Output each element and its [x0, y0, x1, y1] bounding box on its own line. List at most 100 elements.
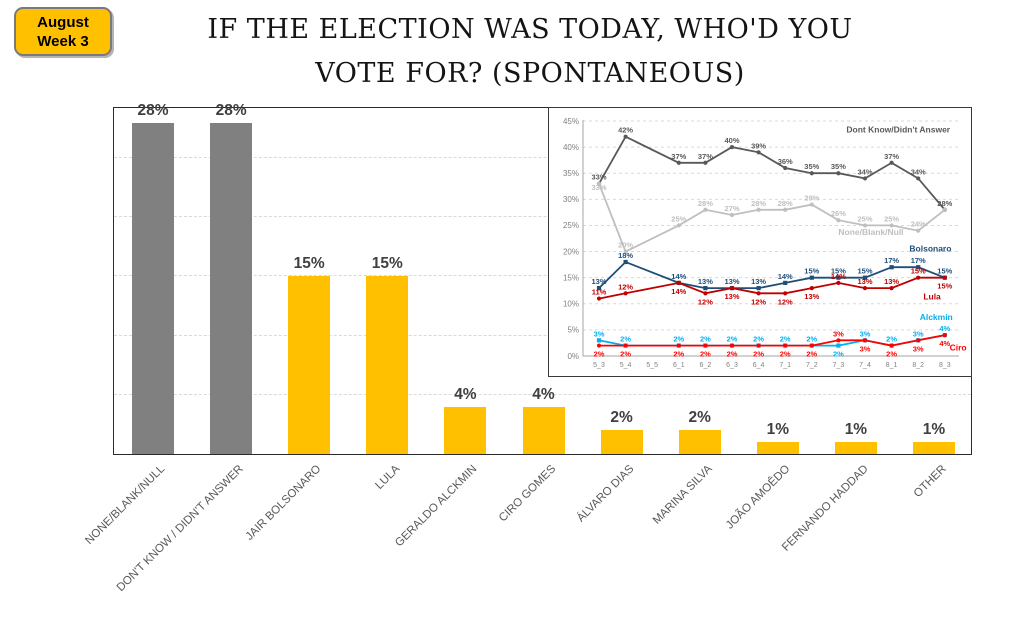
bar-category-label-don-t-know-didn-t-answer: DON'T KNOW / DIDN'T ANSWER [114, 463, 246, 595]
series-point-label-none-blank-null: 29% [804, 194, 819, 203]
series-label-lula: Lula [923, 292, 941, 302]
bar-don-t-know-didn-t-answer [210, 122, 253, 454]
series-point-label-bolsonaro: 15% [804, 267, 819, 276]
series-label-ciro: Ciro [950, 342, 967, 352]
bar-lula [366, 276, 409, 454]
series-point-none-blank-null [703, 207, 708, 212]
bar-value-label-ciro-gomes: 4% [532, 385, 555, 403]
series-point-label-none-blank-null: 28% [751, 199, 766, 208]
series-point-label-dont-know-didn-t-answer: 34% [857, 167, 872, 176]
series-point-dont-know-didn-t-answer [729, 145, 735, 150]
series-point-lula [916, 275, 921, 280]
series-point-label-bolsonaro: 13% [698, 277, 713, 286]
series-point-label-dont-know-didn-t-answer: 28% [937, 199, 952, 208]
series-point-none-blank-null [623, 249, 628, 254]
series-point-label-ciro: 3% [913, 344, 924, 353]
bar-category-label-marina-silva: MARINA SILVA [650, 463, 715, 527]
series-point-label-alckmin: 4% [939, 324, 950, 333]
bar-value-label-other: 1% [922, 421, 946, 439]
series-point-label-alckmin: 2% [780, 335, 791, 344]
series-point-ciro [916, 338, 921, 343]
bar-none-blank-null [132, 122, 174, 454]
series-point-ciro [676, 343, 681, 348]
series-point-ciro [809, 343, 814, 348]
series-point-bolsonaro [783, 280, 788, 285]
series-point-ciro [889, 343, 894, 348]
series-point-lula [862, 286, 868, 291]
series-point-label-bolsonaro: 15% [937, 267, 952, 276]
series-label-none-blank-null: None/Blank/Null [838, 227, 903, 237]
series-point-label-dont-know-didn-t-answer: 42% [618, 126, 633, 135]
series-point-none-blank-null [809, 202, 814, 207]
inset-ytick-0: 0% [567, 352, 579, 361]
page-title-line1: IF THE ELECTION WAS TODAY, WHO'D YOU [207, 14, 853, 45]
series-point-label-bolsonaro: 13% [591, 277, 606, 286]
series-point-lula [729, 286, 735, 291]
series-point-dont-know-didn-t-answer [676, 160, 681, 165]
series-point-label-none-blank-null: 25% [857, 214, 872, 223]
series-point-lula [809, 286, 814, 291]
series-point-label-lula: 13% [884, 277, 899, 286]
bar-category-label-other: OTHER [911, 463, 949, 500]
series-point-lula [596, 296, 602, 301]
bar-category-label-jair-bolsonaro: JAIR BOLSONARO [243, 463, 324, 543]
series-point-label-alckmin: 2% [700, 335, 711, 344]
series-point-ciro [783, 343, 788, 348]
inset-xtick-7_3: 7_3 [833, 362, 845, 369]
bar-fernando-haddad [834, 442, 877, 454]
series-point-dont-know-didn-t-answer [862, 176, 868, 181]
series-point-label-none-blank-null: 24% [911, 220, 926, 229]
series-point-label-lula: 12% [751, 297, 766, 306]
bar-category-label-ciro-gomes: CIRO GOMES [496, 463, 558, 525]
series-point-label-alckmin: 2% [753, 335, 764, 344]
series-point-label-none-blank-null: 25% [671, 214, 686, 223]
series-point-ciro [862, 338, 868, 343]
series-point-label-dont-know-didn-t-answer: 36% [778, 157, 793, 166]
bar-gridline-10 [114, 334, 971, 336]
series-point-label-ciro: 2% [753, 350, 764, 359]
bar-value-label-don-t-know-didn-t-answer: 28% [215, 101, 247, 119]
series-point-bolsonaro [916, 265, 921, 270]
trend-line-chart-svg: 0% 5% 10% 15% 20% 25% 30% 35% 40% 45% 5_3 5_4 5_5 6_1… [563, 117, 967, 369]
bar-gridline-5 [114, 393, 971, 395]
series-point-none-blank-null [942, 207, 947, 212]
inset-ytick-40: 40% [563, 143, 579, 152]
period-badge: August Week 3 [14, 7, 112, 56]
series-point-label-bolsonaro: 15% [857, 267, 872, 276]
series-point-label-lula: 11% [592, 288, 607, 297]
series-point-bolsonaro [756, 286, 761, 291]
series-point-bolsonaro [596, 286, 602, 291]
series-point-label-lula: 13% [857, 277, 872, 286]
page-title: IF THE ELECTION WAS TODAY, WHO'D YOU VOT… [105, 8, 955, 96]
series-point-none-blank-null [596, 181, 602, 186]
bar-alvaro-dias [600, 430, 643, 454]
series-point-label-lula: 15% [937, 282, 952, 291]
bar-value-label-joao-amoedo: 1% [766, 421, 789, 439]
bar-category-label-alvaro-dias: ÁLVARO DIAS [574, 463, 637, 525]
series-point-label-alckmin: 2% [806, 335, 817, 344]
series-point-label-bolsonaro: 18% [618, 251, 633, 260]
bar-category-label-lula: LULA [372, 463, 402, 492]
series-point-dont-know-didn-t-answer [916, 176, 921, 181]
series-point-label-bolsonaro: 14% [671, 272, 686, 281]
series-point-label-ciro: 2% [594, 350, 605, 359]
series-label-alckmin: Alckmin [920, 312, 953, 322]
bar-category-label-joao-amoedo: JOÃO AMOÊDO [723, 463, 793, 532]
inset-xtick-8_3: 8_3 [939, 362, 951, 369]
bar-category-label-geraldo-alckmin: GERALDO ALCKMIN [393, 463, 480, 550]
bar-value-label-lula: 15% [371, 255, 403, 273]
series-point-label-ciro: 2% [620, 350, 631, 359]
inset-ytick-35: 35% [563, 169, 579, 178]
series-point-ciro [729, 343, 735, 348]
series-label-bolsonaro: Bolsonaro [909, 244, 951, 254]
series-point-none-blank-null [783, 207, 788, 212]
inset-ytick-15: 15% [563, 273, 579, 282]
series-point-none-blank-null [916, 228, 921, 233]
series-point-label-alckmin: 3% [860, 329, 871, 338]
series-point-label-ciro: 2% [780, 350, 791, 359]
series-point-none-blank-null [836, 218, 841, 223]
inset-xtick-7_2: 7_2 [806, 362, 818, 369]
series-point-dont-know-didn-t-answer [809, 171, 814, 176]
series-point-label-ciro: 3% [833, 329, 844, 338]
series-point-label-alckmin: 2% [833, 350, 844, 359]
